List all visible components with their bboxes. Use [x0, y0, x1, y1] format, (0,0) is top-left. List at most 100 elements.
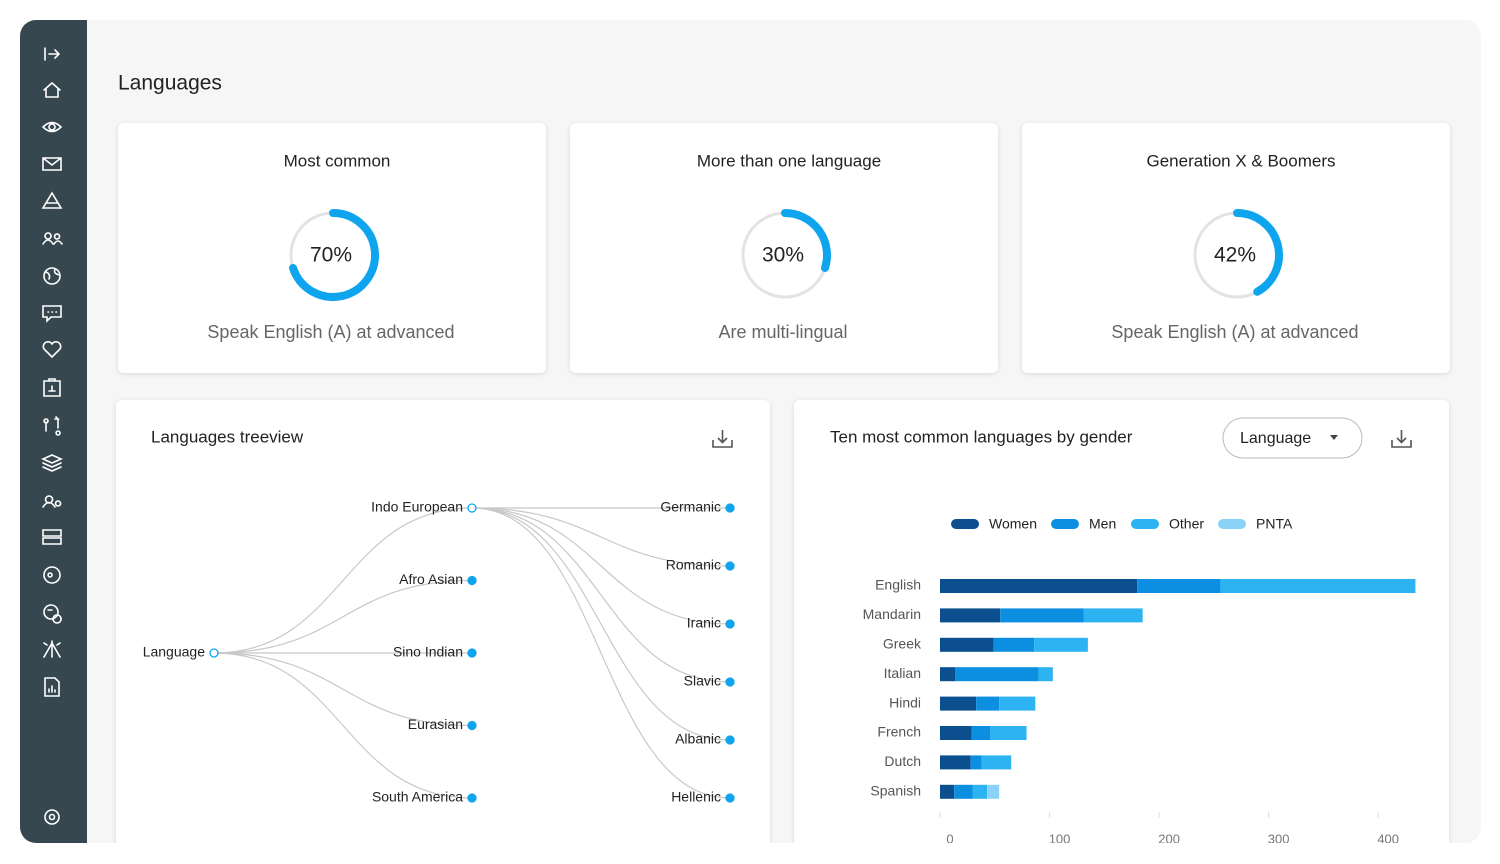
sidebar-icon[interactable] — [43, 378, 61, 397]
treeview-title: Languages treeview — [151, 427, 304, 446]
tree-node[interactable] — [467, 575, 477, 586]
sidebar — [20, 20, 87, 843]
tree-node[interactable] — [725, 619, 735, 629]
sidebar-icon[interactable] — [42, 157, 62, 171]
sidebar-icon[interactable] — [43, 566, 61, 584]
bar-segment — [940, 667, 956, 682]
sidebar-icon[interactable] — [44, 677, 60, 697]
sidebar-icon[interactable] — [42, 529, 62, 545]
tree-node-label: Afro Asian — [399, 571, 463, 587]
tree-node-label: Romanic — [666, 557, 721, 573]
bar-segment — [940, 608, 1001, 623]
kpi-value: 30% — [762, 244, 804, 267]
y-tick-label: English — [875, 577, 921, 593]
y-tick-label: French — [877, 724, 921, 740]
y-tick-label: Greek — [883, 636, 922, 652]
chart-title: Ten most common languages by gender — [830, 427, 1133, 446]
kpi-cards: Most common 70% Speak English (A) at advan… — [118, 123, 1450, 373]
bar-segment — [1220, 579, 1416, 593]
sidebar-icon[interactable] — [44, 47, 61, 61]
sidebar-icon[interactable] — [43, 416, 61, 436]
download-button[interactable] — [1391, 430, 1412, 448]
sidebar-icon[interactable] — [44, 809, 60, 825]
sidebar-icon[interactable] — [41, 191, 63, 209]
tree-node-label: South America — [372, 789, 463, 805]
gauge-arc — [1233, 209, 1283, 296]
bar-segment — [940, 784, 955, 799]
legend-label: Men — [1089, 516, 1116, 532]
tree-link — [471, 507, 731, 625]
sidebar-icon[interactable] — [42, 232, 63, 245]
kpi-card — [1022, 123, 1450, 373]
y-tick-label: Hindi — [889, 694, 921, 710]
dropdown-label: Language — [1240, 430, 1311, 447]
dropdown-box — [1222, 417, 1363, 459]
x-tick-label: 0 — [946, 831, 953, 846]
gauge-arc — [781, 209, 831, 272]
bar-segment — [1038, 667, 1053, 682]
sidebar-icon[interactable] — [42, 121, 63, 133]
kpi-card — [118, 123, 546, 373]
legend-swatch — [1131, 519, 1159, 529]
bar-segment — [1137, 579, 1221, 593]
tree-node[interactable] — [725, 503, 735, 513]
tree-node[interactable] — [467, 648, 477, 658]
x-tick-label: 200 — [1158, 831, 1180, 846]
kpi-title: Most common — [284, 151, 391, 170]
sidebar-icon[interactable] — [43, 81, 61, 98]
sidebar-icon[interactable] — [42, 305, 62, 323]
tree-node[interactable] — [725, 677, 735, 687]
y-tick-label: Dutch — [884, 753, 921, 769]
dropdown-caret — [1330, 435, 1338, 440]
tree-node-label: Sino Indian — [393, 644, 463, 660]
kpi-value: 70% — [310, 244, 352, 267]
tree-node[interactable] — [467, 793, 477, 803]
tree-link — [471, 507, 731, 683]
bar-chart: Women Men Other PNTA 0 100 200 300 400 English Man… — [863, 516, 1416, 846]
bar-segment — [999, 696, 1036, 711]
kpi-title: Generation X & Boomers — [1147, 151, 1336, 170]
sidebar-icons — [41, 47, 63, 825]
tree-node[interactable] — [467, 503, 477, 513]
tree-node[interactable] — [725, 793, 735, 803]
tree-node[interactable] — [725, 735, 735, 745]
bar-segment — [940, 696, 977, 711]
sidebar-icon[interactable] — [42, 340, 62, 359]
bar-segment — [987, 784, 1000, 799]
tree-node[interactable] — [209, 648, 219, 658]
bar-segment — [955, 667, 1039, 682]
gauge-arc — [289, 209, 379, 301]
y-tick-label: Mandarin — [863, 606, 921, 622]
sidebar-icon[interactable] — [43, 640, 61, 658]
tree-node[interactable] — [725, 561, 735, 571]
download-icon — [712, 440, 733, 448]
sidebar-icon[interactable] — [42, 495, 62, 508]
kpi-caption: Speak English (A) at advanced — [1111, 322, 1358, 342]
tree-node-label: Hellenic — [671, 789, 721, 805]
treeview-card — [116, 400, 770, 843]
sidebar-icon[interactable] — [41, 454, 63, 472]
dropdown[interactable]: Language — [1222, 417, 1363, 459]
y-tick-label: Spanish — [870, 783, 921, 799]
download-button[interactable] — [712, 430, 733, 448]
tree-node-label: Germanic — [660, 499, 721, 515]
x-tick-label: 100 — [1049, 831, 1071, 846]
sidebar-icon[interactable] — [43, 267, 61, 285]
bar-segment — [940, 726, 972, 740]
bar-segment — [993, 637, 1035, 652]
tree-node-label: Slavic — [684, 673, 721, 689]
bar-segment — [1083, 608, 1143, 623]
kpi-title: More than one language — [697, 151, 881, 170]
tree-node-label: Albanic — [675, 731, 721, 747]
tree-node-label: Iranic — [687, 615, 721, 631]
bar-segment — [972, 784, 988, 799]
tree-node[interactable] — [467, 720, 477, 731]
bar-segment — [940, 579, 1138, 593]
sidebar-icon[interactable] — [43, 604, 62, 624]
legend-swatch — [1218, 519, 1246, 529]
tree-link — [213, 652, 473, 727]
y-tick-label: Italian — [884, 665, 921, 681]
app-frame: Languages Most common 70% Speak English (A… — [20, 20, 1481, 846]
kpi-value: 42% — [1214, 244, 1256, 267]
